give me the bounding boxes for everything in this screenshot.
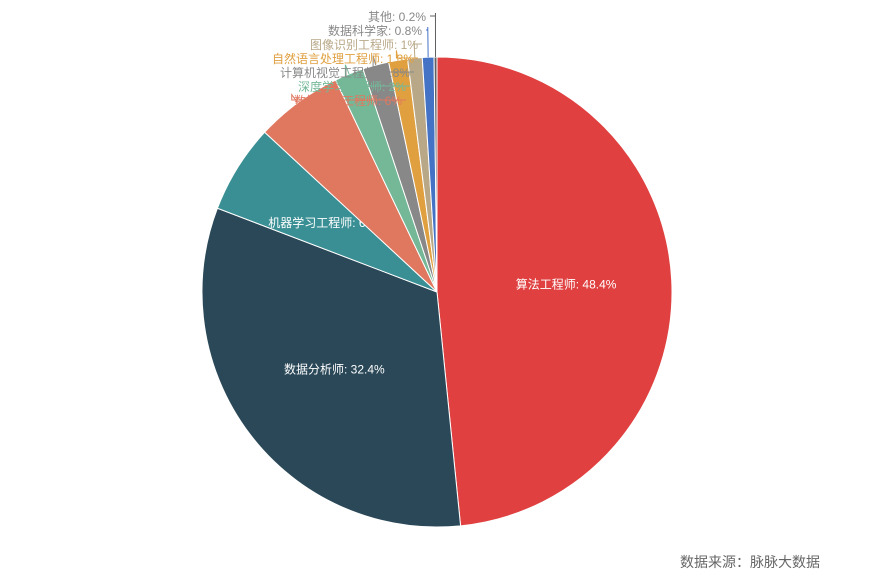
data-source-label: 数据来源：脉脉大数据 [680,552,820,572]
leader-line [430,13,436,57]
slice-label: 计算机视觉工程师: 1.8% [280,67,410,79]
slice-label: 自然语言处理工程师: 1.3% [272,53,414,65]
leader-line [426,27,428,57]
slice-label: 数据挖掘工程师: 6% [294,95,402,107]
slice-label: 其他: 0.2% [368,11,426,23]
slice-label: 数据科学家: 0.8% [328,25,422,37]
slice-label: 深度学习工程师: 2% [298,81,406,93]
slice-label: 算法工程师: 48.4% [516,277,617,292]
slice-label: 数据分析师: 32.4% [284,362,385,377]
pie-chart: 算法工程师: 48.4%数据分析师: 32.4%机器学习工程师: 6.1% [0,0,875,579]
slice-label: 图像识别工程师: 1% [310,39,418,51]
